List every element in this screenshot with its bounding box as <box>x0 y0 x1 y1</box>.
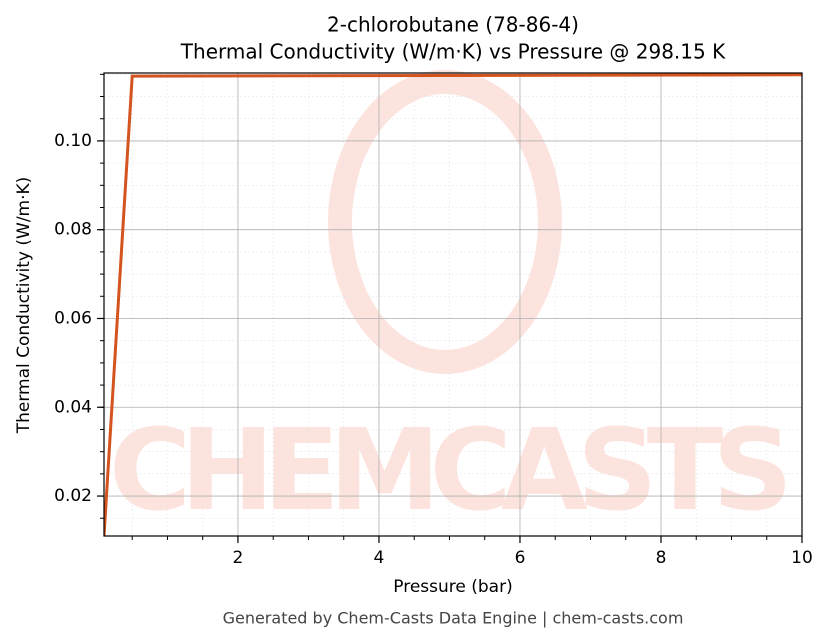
y-tick-label: 0.10 <box>54 131 92 151</box>
chart-title: 2-chlorobutane (78-86-4) <box>327 13 579 37</box>
y-tick-label: 0.08 <box>54 220 92 240</box>
plot-frame <box>103 72 803 537</box>
watermark: CHEMCASTS <box>109 406 797 536</box>
y-tick-label: 0.02 <box>54 486 92 506</box>
y-tick-label: 0.06 <box>54 308 92 328</box>
x-tick-label: 6 <box>515 548 526 568</box>
footer: Generated by Chem-Casts Data Engine | ch… <box>223 609 684 628</box>
data-line <box>104 73 802 536</box>
chart-subtitle: Thermal Conductivity (W/m·K) vs Pressure… <box>180 40 726 64</box>
x-tick-label: 10 <box>791 548 813 568</box>
x-tick-label: 4 <box>374 548 385 568</box>
y-axis-label: Thermal Conductivity (W/m·K) <box>14 177 34 435</box>
x-tick-label: 8 <box>656 548 667 568</box>
x-tick-label: 2 <box>233 548 244 568</box>
y-tick-label: 0.04 <box>54 397 92 417</box>
watermark-ring <box>328 70 562 374</box>
x-axis-label: Pressure (bar) <box>393 577 512 597</box>
plot-area: CHEMCASTS 2 4 6 8 10 0.02 0.04 0.06 0.08 0.10 <box>54 70 813 568</box>
